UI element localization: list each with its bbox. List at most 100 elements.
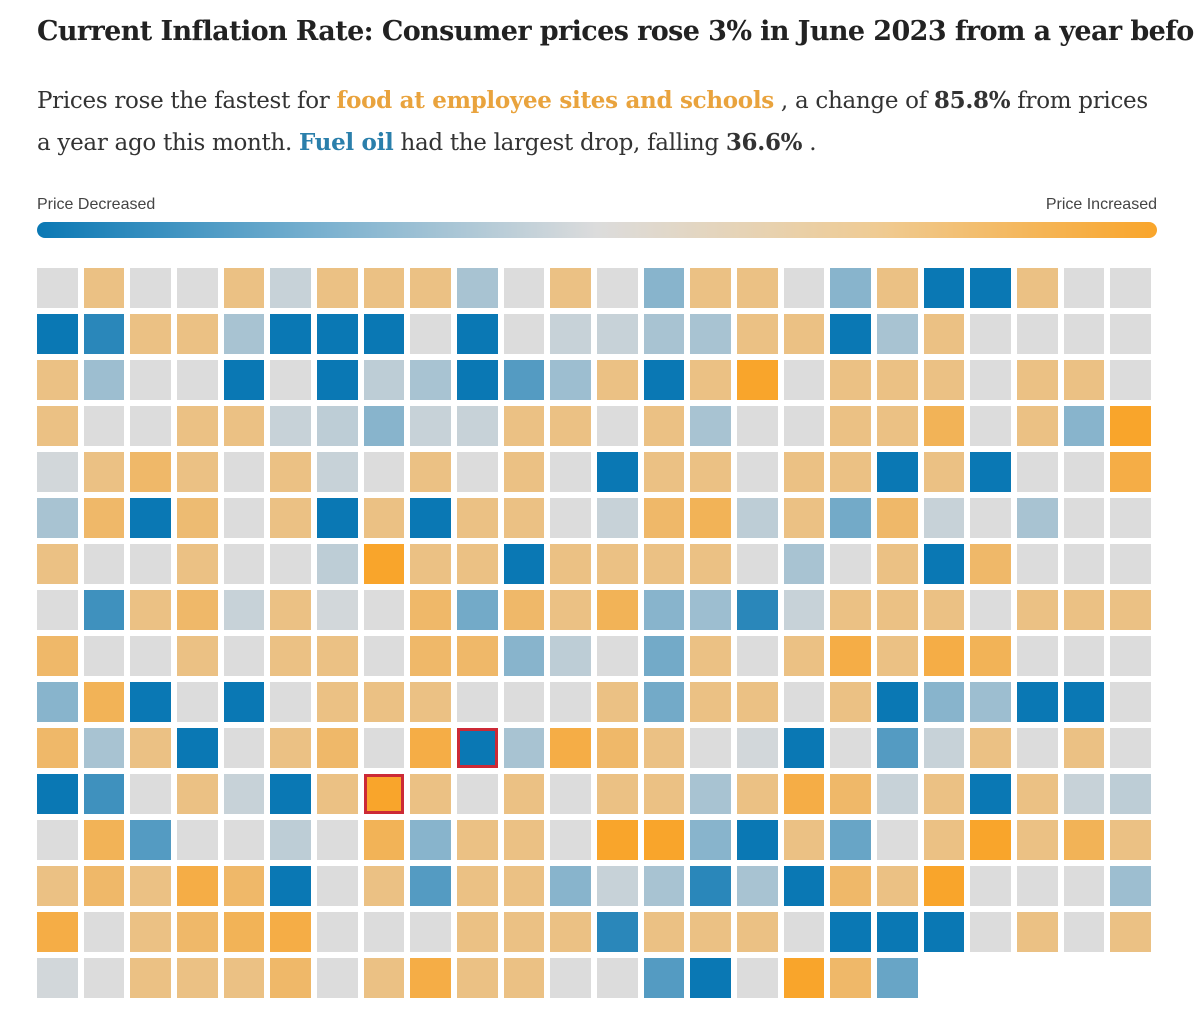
heatmap-cell[interactable] [597, 268, 638, 308]
heatmap-cell[interactable] [690, 636, 731, 676]
heatmap-cell[interactable] [317, 820, 358, 860]
heatmap-cell[interactable] [1017, 406, 1058, 446]
heatmap-cell[interactable] [37, 314, 78, 354]
heatmap-cell[interactable] [410, 406, 451, 446]
heatmap-cell[interactable] [270, 590, 311, 630]
heatmap-cell[interactable] [597, 774, 638, 814]
heatmap-cell[interactable] [503, 590, 545, 630]
heatmap-cell[interactable] [363, 452, 405, 492]
heatmap-cell[interactable] [550, 728, 591, 768]
heatmap-cell[interactable] [783, 774, 825, 814]
heatmap-cell[interactable] [877, 682, 918, 722]
heatmap-cell[interactable] [597, 314, 638, 354]
heatmap-cell[interactable] [1063, 728, 1105, 768]
heatmap-cell[interactable] [317, 636, 358, 676]
heatmap-cell[interactable] [1063, 590, 1105, 630]
heatmap-cell[interactable] [783, 314, 825, 354]
heatmap-cell[interactable] [83, 544, 125, 584]
highlighted-heatmap-cell[interactable] [457, 728, 498, 768]
heatmap-cell[interactable] [1017, 314, 1058, 354]
heatmap-cell[interactable] [1110, 590, 1151, 630]
heatmap-cell[interactable] [737, 958, 778, 998]
heatmap-cell[interactable] [970, 360, 1011, 400]
heatmap-cell[interactable] [643, 774, 685, 814]
heatmap-cell[interactable] [130, 314, 171, 354]
heatmap-cell[interactable] [1110, 360, 1151, 400]
heatmap-cell[interactable] [830, 406, 871, 446]
heatmap-cell[interactable] [317, 682, 358, 722]
heatmap-cell[interactable] [270, 912, 311, 952]
heatmap-cell[interactable] [270, 866, 311, 906]
heatmap-cell[interactable] [1110, 314, 1151, 354]
heatmap-cell[interactable] [177, 268, 218, 308]
heatmap-cell[interactable] [37, 498, 78, 538]
heatmap-cell[interactable] [1017, 452, 1058, 492]
heatmap-cell[interactable] [877, 268, 918, 308]
heatmap-cell[interactable] [1110, 452, 1151, 492]
heatmap-cell[interactable] [597, 498, 638, 538]
heatmap-cell[interactable] [410, 314, 451, 354]
heatmap-cell[interactable] [830, 958, 871, 998]
heatmap-cell[interactable] [1017, 866, 1058, 906]
heatmap-cell[interactable] [130, 912, 171, 952]
heatmap-cell[interactable] [877, 958, 918, 998]
heatmap-cell[interactable] [37, 452, 78, 492]
heatmap-cell[interactable] [317, 452, 358, 492]
heatmap-cell[interactable] [1063, 406, 1105, 446]
heatmap-cell[interactable] [643, 544, 685, 584]
heatmap-cell[interactable] [1017, 912, 1058, 952]
heatmap-cell[interactable] [737, 912, 778, 952]
heatmap-cell[interactable] [363, 682, 405, 722]
heatmap-cell[interactable] [130, 866, 171, 906]
heatmap-cell[interactable] [737, 544, 778, 584]
heatmap-cell[interactable] [830, 636, 871, 676]
heatmap-cell[interactable] [503, 958, 545, 998]
heatmap-cell[interactable] [690, 498, 731, 538]
heatmap-cell[interactable] [270, 452, 311, 492]
heatmap-cell[interactable] [503, 728, 545, 768]
heatmap-cell[interactable] [737, 406, 778, 446]
heatmap-cell[interactable] [363, 912, 405, 952]
heatmap-cell[interactable] [83, 866, 125, 906]
heatmap-cell[interactable] [970, 406, 1011, 446]
heatmap-cell[interactable] [503, 682, 545, 722]
heatmap-cell[interactable] [223, 452, 265, 492]
heatmap-cell[interactable] [1017, 728, 1058, 768]
heatmap-cell[interactable] [877, 590, 918, 630]
heatmap-cell[interactable] [1110, 866, 1151, 906]
heatmap-cell[interactable] [37, 544, 78, 584]
heatmap-cell[interactable] [643, 268, 685, 308]
heatmap-cell[interactable] [550, 912, 591, 952]
heatmap-cell[interactable] [317, 774, 358, 814]
heatmap-cell[interactable] [1110, 774, 1151, 814]
heatmap-cell[interactable] [643, 360, 685, 400]
heatmap-cell[interactable] [643, 682, 685, 722]
heatmap-cell[interactable] [877, 314, 918, 354]
heatmap-cell[interactable] [597, 728, 638, 768]
heatmap-cell[interactable] [457, 866, 498, 906]
heatmap-cell[interactable] [877, 406, 918, 446]
heatmap-cell[interactable] [457, 360, 498, 400]
heatmap-cell[interactable] [597, 544, 638, 584]
heatmap-cell[interactable] [37, 682, 78, 722]
heatmap-cell[interactable] [457, 682, 498, 722]
heatmap-cell[interactable] [690, 774, 731, 814]
top-item-link[interactable]: food at employee sites and schools [336, 87, 774, 114]
heatmap-cell[interactable] [737, 866, 778, 906]
heatmap-cell[interactable] [270, 728, 311, 768]
heatmap-cell[interactable] [223, 544, 265, 584]
heatmap-cell[interactable] [923, 912, 965, 952]
heatmap-cell[interactable] [783, 268, 825, 308]
heatmap-cell[interactable] [223, 912, 265, 952]
heatmap-cell[interactable] [317, 268, 358, 308]
heatmap-cell[interactable] [270, 820, 311, 860]
heatmap-cell[interactable] [877, 452, 918, 492]
heatmap-cell[interactable] [223, 682, 265, 722]
heatmap-cell[interactable] [503, 866, 545, 906]
heatmap-cell[interactable] [223, 820, 265, 860]
heatmap-cell[interactable] [130, 958, 171, 998]
heatmap-cell[interactable] [597, 636, 638, 676]
heatmap-cell[interactable] [783, 682, 825, 722]
heatmap-cell[interactable] [503, 774, 545, 814]
heatmap-cell[interactable] [177, 452, 218, 492]
